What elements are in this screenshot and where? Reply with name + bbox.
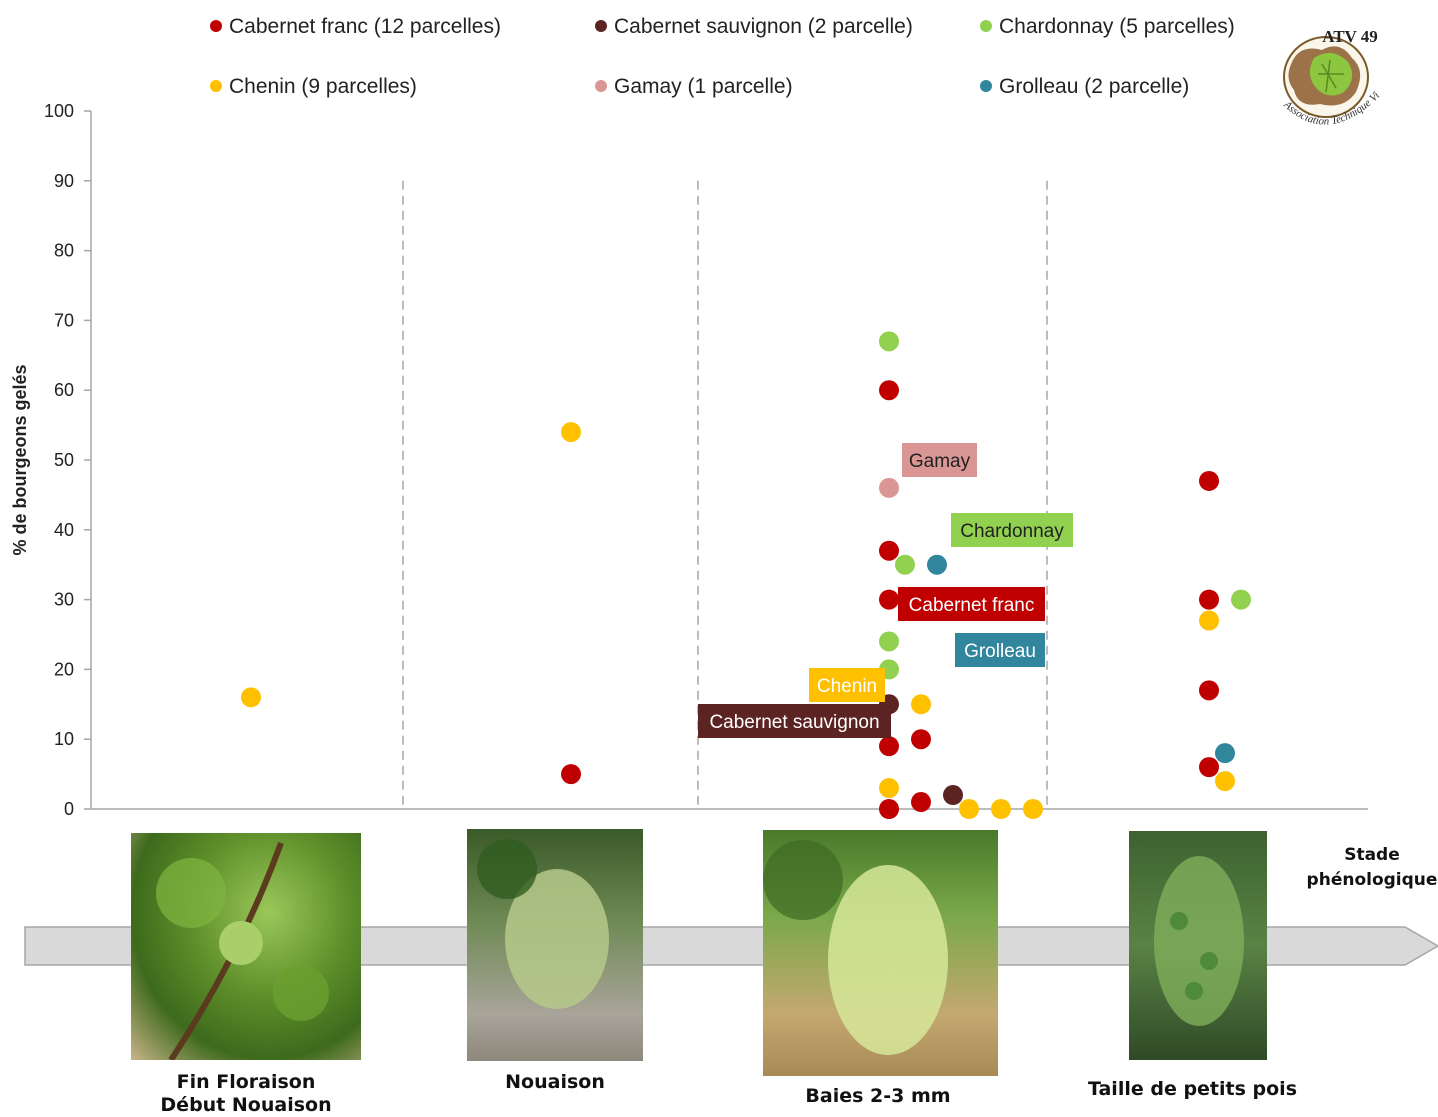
stage-label-nouaison: Nouaison (505, 1071, 605, 1093)
data-point (879, 736, 899, 757)
callout-box (898, 587, 1045, 621)
callout-label: Cabernet sauvignon (709, 712, 879, 733)
data-point (561, 422, 581, 443)
legend-entry: Cabernet sauvignon (2 parcelle) (614, 15, 913, 38)
callout-box (951, 513, 1073, 547)
data-point (927, 554, 947, 575)
data-point (911, 729, 931, 750)
y-tick-label: 70 (54, 310, 74, 330)
data-point (1199, 589, 1219, 610)
callout-box (902, 443, 977, 477)
x-axis-caption: Stade phénologique (1300, 843, 1438, 893)
x-axis-caption-line-1: Stade (1344, 845, 1400, 865)
legend-entry: Chardonnay (5 parcelles) (999, 15, 1235, 38)
legend-marker (980, 80, 992, 92)
stage-label-fin-floraison: Fin Floraison Début Nouaison (131, 1071, 361, 1117)
stage-label-baies: Baies 2-3 mm (805, 1085, 951, 1107)
legend-entry: Cabernet franc (12 parcelles) (229, 15, 501, 38)
callout-box (955, 633, 1045, 667)
data-point (561, 764, 581, 785)
legend-entry: Chenin (9 parcelles) (229, 75, 417, 98)
data-point (879, 477, 899, 498)
data-point (879, 778, 899, 799)
callout-label: Cabernet franc (909, 595, 1035, 616)
y-tick-label: 10 (54, 729, 74, 749)
legend-marker (595, 20, 607, 32)
data-point (1199, 470, 1219, 491)
y-tick-label: 30 (54, 590, 74, 610)
stage-photo-baies (763, 830, 998, 1076)
data-point (1199, 757, 1219, 778)
legend: Cabernet franc (12 parcelles) Cabernet sa… (210, 15, 1235, 98)
legend-marker (210, 80, 222, 92)
data-points (241, 331, 1251, 819)
data-point (991, 799, 1011, 819)
y-axis-title: % de bourgeons gelés (10, 364, 30, 555)
callout-label: Chardonnay (960, 521, 1064, 542)
y-tick-label: 0 (64, 799, 74, 819)
y-tick-label: 50 (54, 450, 74, 470)
y-tick-label: 90 (54, 171, 74, 191)
logo-title: ATV 49 (1322, 27, 1378, 46)
data-point (879, 380, 899, 401)
data-point (943, 785, 963, 806)
data-point (911, 694, 931, 715)
data-point (241, 687, 261, 708)
data-point (879, 589, 899, 610)
legend-marker (595, 80, 607, 92)
callout-box (809, 668, 885, 702)
data-point (879, 631, 899, 652)
data-point (1231, 589, 1251, 610)
legend-marker (980, 20, 992, 32)
data-point (959, 799, 979, 819)
data-point (879, 799, 899, 819)
y-tick-label: 100 (44, 101, 74, 121)
x-axis-caption-line-2: phénologique (1306, 870, 1438, 890)
legend-marker (210, 20, 222, 32)
data-point (1215, 743, 1235, 764)
data-point (895, 554, 915, 575)
stage-photo-petits-pois (1129, 831, 1267, 1060)
y-tick-label: 20 (54, 659, 74, 679)
series-callouts: Gamay Chardonnay Cabernet franc Grolleau Che… (698, 443, 1073, 738)
data-point (911, 792, 931, 813)
data-point (879, 540, 899, 561)
y-tick-label: 80 (54, 241, 74, 261)
y-tick-label: 40 (54, 520, 74, 540)
data-point (1215, 771, 1235, 792)
legend-entry: Grolleau (2 parcelle) (999, 75, 1189, 98)
callout-label: Gamay (909, 451, 971, 472)
callout-box (698, 704, 891, 738)
axes: 0 10 20 30 40 50 60 70 80 90 100 % de bourgeons gel… (10, 101, 1368, 819)
stage-photo-fin-floraison (131, 833, 361, 1060)
stage-label-petits-pois: Taille de petits pois (1087, 1078, 1298, 1100)
data-point (879, 331, 899, 352)
callout-label: Chenin (817, 676, 877, 697)
data-point (1023, 799, 1043, 819)
y-tick-label: 60 (54, 380, 74, 400)
data-point (1199, 610, 1219, 631)
data-point (1199, 680, 1219, 701)
callout-label: Grolleau (964, 641, 1036, 662)
stage-photo-nouaison (467, 829, 643, 1061)
stage-label-line-2: Début Nouaison (160, 1094, 332, 1116)
legend-entry: Gamay (1 parcelle) (614, 75, 793, 98)
stage-label-line-1: Fin Floraison (176, 1071, 316, 1093)
